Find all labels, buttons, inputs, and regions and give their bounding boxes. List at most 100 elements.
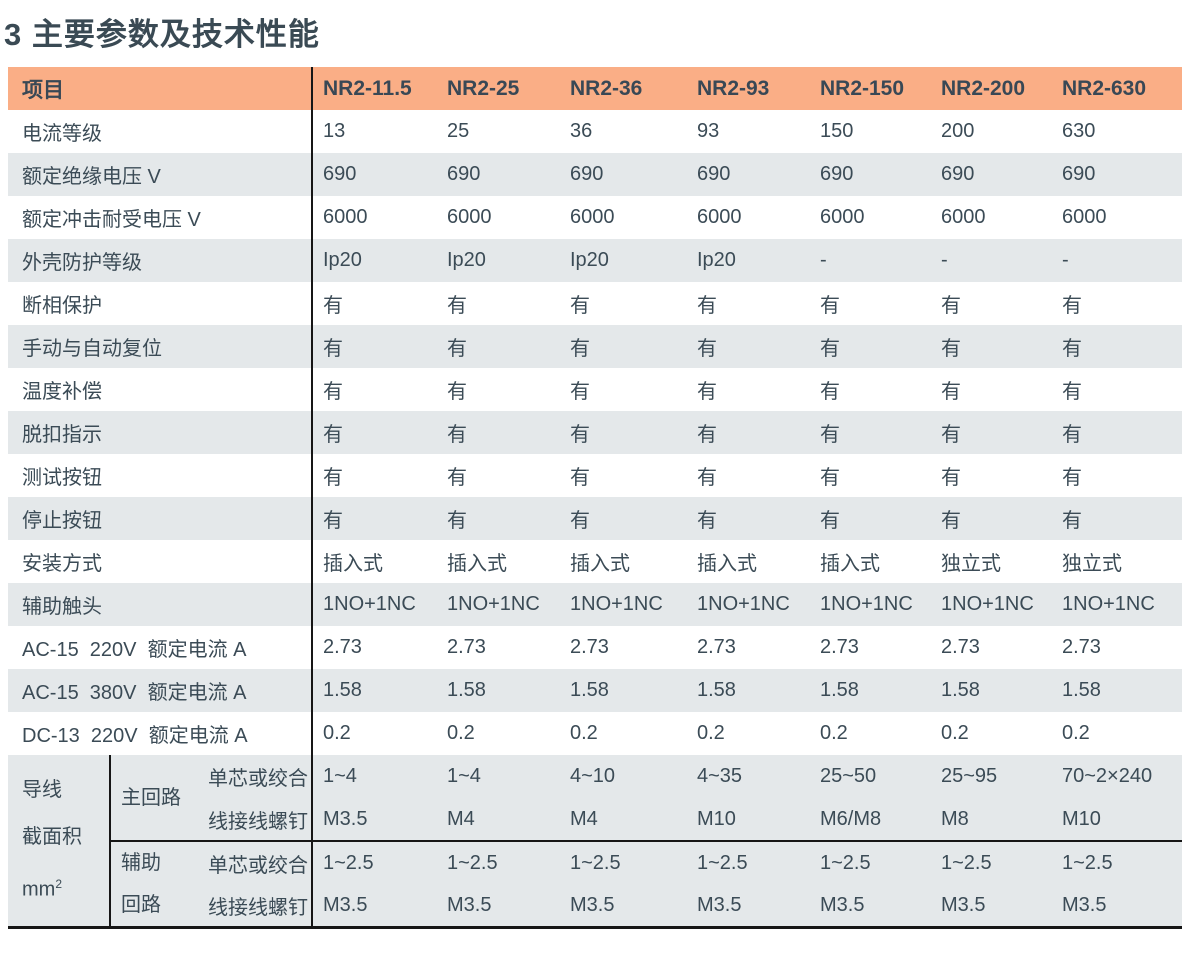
cell-value: 独立式 — [941, 553, 1001, 575]
cell-value: 有 — [697, 381, 717, 403]
cell-value: 0.2 — [570, 722, 598, 744]
cell-value: 6000 — [570, 206, 615, 228]
cell-value: 有 — [570, 381, 590, 403]
row-label: 辅助触头 — [8, 583, 313, 626]
cell-value: 1.58 — [931, 669, 1052, 712]
cell-value: 有 — [447, 295, 467, 317]
cell-value: 690 — [1052, 153, 1182, 196]
wire-row: 线接线螺钉 M3.5 M4 M4 M10 M6/M8 M8 M10 — [8, 798, 1182, 841]
cell-value: M3.5 — [1052, 884, 1182, 928]
cell-value: 有 — [447, 467, 467, 489]
cell-value: 有 — [820, 467, 840, 489]
wire-area-label: 导线 截面积 mm2 — [8, 755, 111, 928]
spec-table: 项目 NR2-11.5 NR2-25 NR2-36 NR2-93 NR2-150 NR2-… — [8, 67, 1182, 755]
cell-value: M3.5 — [437, 884, 560, 928]
cell-value: 有 — [931, 411, 1052, 454]
cell-value: 0.2 — [1062, 722, 1090, 744]
cell-value: 200 — [941, 120, 975, 142]
wire-sub-label: 单芯或绞合 — [195, 755, 313, 798]
wire-row: 辅助 回路 单芯或绞合 1~2.5 1~2.5 1~2.5 1~2.5 1~2.5 1~2.5 1… — [8, 839, 1182, 928]
cell-value: 1~2.5 — [437, 839, 560, 885]
wire-sub-label: 线接线螺钉 — [195, 798, 313, 841]
table-row: DC-13 220V 额定电流 A 0.2 0.2 0.2 0.2 0.2 0.2 0.2 — [8, 712, 1182, 755]
cell-value: 25~95 — [931, 755, 1052, 798]
cell-value: 有 — [697, 467, 717, 489]
cell-value: 1NO+1NC — [437, 583, 560, 626]
cell-value: 1NO+1NC — [560, 583, 687, 626]
cell-value: 插入式 — [447, 553, 507, 575]
header-row: 项目 NR2-11.5 NR2-25 NR2-36 NR2-93 NR2-150 NR2-… — [8, 67, 1182, 110]
row-label: 电流等级 — [8, 110, 313, 153]
table-row: 停止按钮有有有有有有有 — [8, 497, 1182, 540]
cell-value: 690 — [437, 153, 560, 196]
cell-value: M3.5 — [312, 798, 437, 841]
cell-value: 6000 — [323, 206, 368, 228]
table-row: 测试按钮有有有有有有有 — [8, 454, 1182, 497]
cell-value: 690 — [810, 153, 931, 196]
cell-value: 有 — [941, 381, 961, 403]
cell-value: 有 — [323, 381, 343, 403]
cell-value: 有 — [810, 411, 931, 454]
cell-value: 1NO+1NC — [810, 583, 931, 626]
cell-value: 6000 — [697, 206, 742, 228]
table-row: 断相保护有有有有有有有 — [8, 282, 1182, 325]
cell-value: 4~10 — [560, 755, 687, 798]
cell-value: 有 — [820, 381, 840, 403]
cell-value: Ip20 — [687, 239, 810, 282]
table-row: 温度补偿有有有有有有有 — [8, 368, 1182, 411]
cell-value: 6000 — [447, 206, 492, 228]
wire-row: 导线 截面积 mm2 主回路 单芯或绞合 1~4 1~4 4~10 4~35 25~50 25~95… — [8, 755, 1182, 928]
row-label: 额定冲击耐受电压 V — [8, 196, 313, 239]
cell-value: 有 — [1062, 295, 1082, 317]
table-row: 额定冲击耐受电压 V 6000 6000 6000 6000 6000 6000 6000 — [8, 196, 1182, 239]
cell-value: 690 — [931, 153, 1052, 196]
cell-value: 有 — [570, 295, 590, 317]
cell-value: 0.2 — [447, 722, 475, 744]
cell-value: 有 — [323, 295, 343, 317]
cell-value: 150 — [820, 120, 854, 142]
cell-value: 有 — [312, 411, 437, 454]
cell-value: 0.2 — [697, 722, 725, 744]
cell-value: 有 — [323, 467, 343, 489]
cell-value: M3.5 — [560, 884, 687, 928]
table-row: AC-15 380V 额定电流 A 1.58 1.58 1.58 1.58 1.58 1.5… — [8, 669, 1182, 712]
cell-value: 1.58 — [687, 669, 810, 712]
cell-value: 1NO+1NC — [931, 583, 1052, 626]
cell-value: 690 — [560, 153, 687, 196]
cell-value: 有 — [1062, 467, 1082, 489]
cell-value: 有 — [1052, 497, 1182, 540]
cell-value: 有 — [941, 295, 961, 317]
row-label: 停止按钮 — [8, 497, 313, 540]
cell-value: 0.2 — [820, 722, 848, 744]
table-row: 额定绝缘电压 V 690 690 690 690 690 690 690 — [8, 153, 1182, 196]
cell-value: 0.2 — [941, 722, 969, 744]
cell-value: 36 — [570, 120, 593, 142]
cell-value: 1.58 — [1052, 669, 1182, 712]
cell-value: 有 — [697, 295, 717, 317]
wire-row: 线接线螺钉 M3.5 M3.5 M3.5 M3.5 M3.5 M3.5 M3.5 — [8, 884, 1182, 928]
cell-value: 2.73 — [697, 636, 736, 658]
table-row: 外壳防护等级 Ip20 Ip20 Ip20 Ip20- - - — [8, 239, 1182, 282]
cell-value: 1~2.5 — [687, 839, 810, 885]
cell-value: 690 — [312, 153, 437, 196]
cell-value: M4 — [560, 798, 687, 841]
cell-value: 1~2.5 — [1052, 839, 1182, 885]
cell-value: 有 — [820, 295, 840, 317]
cell-value: 有 — [931, 325, 1052, 368]
cell-value: 630 — [1062, 120, 1096, 142]
cell-value: 1NO+1NC — [1052, 583, 1182, 626]
cell-value: 70~2×240 — [1052, 755, 1182, 798]
wire-sub-label: 单芯或绞合 — [195, 839, 313, 885]
cell-value: 有 — [437, 325, 560, 368]
table-row: 辅助触头 1NO+1NC 1NO+1NC 1NO+1NC 1NO+1NC 1NO+1NC 1… — [8, 583, 1182, 626]
wire-sub-label: 线接线螺钉 — [195, 884, 313, 928]
cell-value: Ip20 — [312, 239, 437, 282]
cell-value: Ip20 — [560, 239, 687, 282]
cell-value: 1~2.5 — [931, 839, 1052, 885]
cell-value: 4~35 — [687, 755, 810, 798]
cell-value: 有 — [312, 497, 437, 540]
row-label: AC-15 220V 额定电流 A — [8, 626, 313, 669]
cell-value: 有 — [931, 497, 1052, 540]
cell-value: 有 — [570, 467, 590, 489]
